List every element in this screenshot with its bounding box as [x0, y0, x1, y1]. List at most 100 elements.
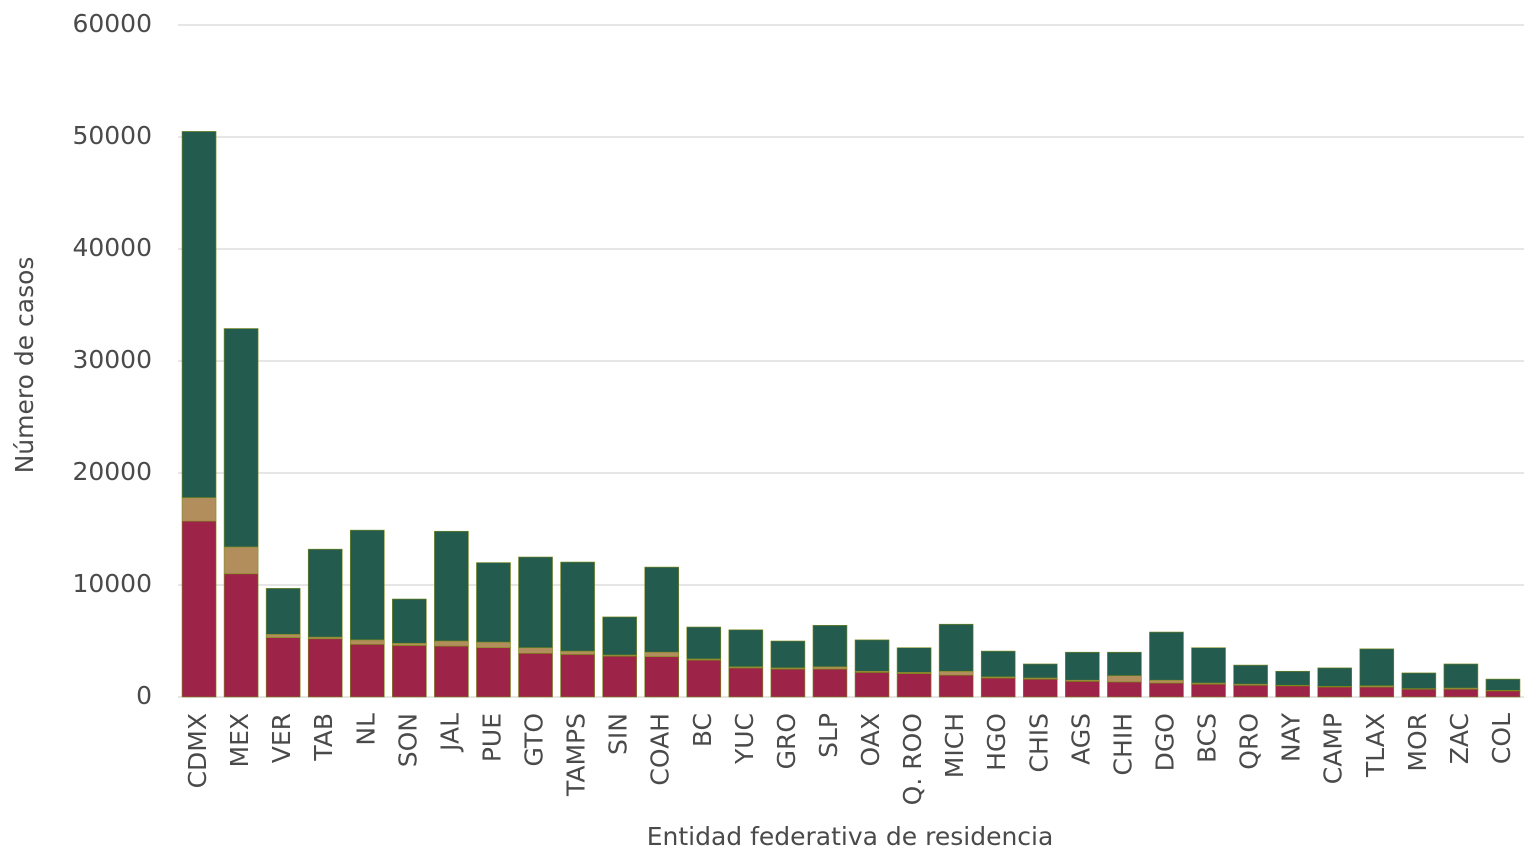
bar-segment: [1318, 668, 1352, 686]
bar-segment: [1065, 681, 1099, 697]
bar-segment: [182, 498, 216, 522]
bar-segment: [645, 652, 679, 656]
bar-segment: [434, 641, 468, 646]
bar-segment: [939, 671, 973, 675]
x-tick-label: BC: [688, 713, 717, 747]
bar-segment: [1107, 682, 1141, 697]
bar-segment: [645, 657, 679, 697]
bar-segment: [1234, 685, 1268, 697]
bar-segment: [1023, 664, 1057, 678]
x-tick-label: JAL: [435, 713, 464, 753]
bar-segment: [855, 640, 889, 671]
y-tick-label: 50000: [72, 121, 152, 150]
bar-segment: [939, 624, 973, 671]
x-tick-label: YUC: [730, 713, 759, 765]
bar-segment: [434, 646, 468, 697]
x-tick-label: QRO: [1235, 713, 1264, 770]
bar-segment: [603, 617, 637, 655]
bar-segment: [1402, 673, 1436, 689]
bar-segment: [224, 574, 258, 697]
bar-segment: [308, 549, 342, 637]
x-tick-label: AGS: [1066, 713, 1095, 765]
y-tick-label: 40000: [72, 233, 152, 262]
x-tick-label: MEX: [225, 713, 254, 768]
x-tick-label: CHIH: [1108, 713, 1137, 775]
bar-segment: [687, 627, 721, 659]
bar-segment: [561, 654, 595, 697]
bar-segment: [1107, 652, 1141, 676]
bar-segment: [1023, 679, 1057, 697]
x-tick-label: VER: [267, 713, 296, 763]
x-tick-label: OAX: [856, 713, 885, 766]
bar-segment: [981, 678, 1015, 697]
x-tick-label: CAMP: [1319, 713, 1348, 784]
bar-segment: [224, 329, 258, 547]
bar-segment: [771, 641, 805, 668]
bar-segment: [687, 660, 721, 697]
bar-segment: [813, 669, 847, 697]
bar-segment: [392, 645, 426, 697]
bar-segment: [897, 673, 931, 697]
x-tick-label: MOR: [1403, 713, 1432, 772]
bar-segment: [1444, 689, 1478, 697]
y-tick-label: 60000: [72, 9, 152, 38]
x-tick-label: MICH: [940, 713, 969, 778]
y-tick-label: 30000: [72, 345, 152, 374]
bar-segment: [729, 630, 763, 667]
bar-segment: [1149, 683, 1183, 697]
bar-segment: [434, 531, 468, 641]
bar-segment: [266, 588, 300, 634]
x-tick-label: NL: [351, 713, 380, 746]
bar-segment: [981, 651, 1015, 677]
x-tick-label: COAH: [646, 713, 675, 786]
bar-segment: [1149, 680, 1183, 683]
x-tick-label: BCS: [1193, 713, 1222, 763]
y-tick-label: 20000: [72, 457, 152, 486]
bar-segment: [771, 669, 805, 697]
x-tick-label: DGO: [1150, 713, 1179, 771]
bar-segment: [476, 648, 510, 697]
bar-segment: [519, 653, 553, 697]
bar-segment: [266, 634, 300, 637]
bar-segment: [392, 643, 426, 645]
bar-segment: [1486, 691, 1520, 697]
bar-segment: [645, 567, 679, 652]
x-tick-label: NAY: [1277, 712, 1306, 762]
bar-segment: [224, 547, 258, 574]
bar-segment: [1234, 665, 1268, 684]
bar-segment: [1276, 686, 1310, 697]
x-tick-label: SON: [393, 713, 422, 767]
x-tick-label: SLP: [814, 713, 843, 758]
bar-segment: [1149, 632, 1183, 680]
page: {"chart_data": {"type": "stacked-bar", "…: [0, 0, 1524, 851]
x-tick-label: TLAX: [1361, 713, 1390, 778]
x-tick-label: TAMPS: [562, 713, 591, 797]
bar-segment: [729, 668, 763, 697]
bar-segment: [561, 651, 595, 654]
bar-segment: [182, 131, 216, 497]
bar-segment: [897, 648, 931, 673]
x-tick-label: TAB: [309, 713, 338, 762]
x-tick-label: CDMX: [183, 713, 212, 788]
bar-segment: [603, 656, 637, 697]
bar-segment: [308, 639, 342, 697]
x-tick-label: COL: [1487, 713, 1516, 764]
bar-segment: [476, 642, 510, 648]
bar-segment: [561, 562, 595, 651]
bar-segment: [1318, 687, 1352, 697]
x-tick-label: Q. ROO: [898, 713, 927, 805]
bar-segment: [1444, 664, 1478, 688]
bar-segment: [392, 599, 426, 643]
bar-segment: [1486, 679, 1520, 690]
bar-segment: [1192, 684, 1226, 697]
bar-segment: [1065, 652, 1099, 680]
bar-segment: [350, 640, 384, 644]
x-tick-label: GRO: [772, 713, 801, 769]
y-tick-label: 0: [136, 681, 152, 710]
bar-segment: [1192, 648, 1226, 683]
bar-segment: [266, 638, 300, 697]
bar-segment: [1360, 687, 1394, 697]
bar-segment: [1107, 676, 1141, 682]
bar-segment: [182, 521, 216, 697]
x-axis-title: Entidad federativa de residencia: [647, 822, 1054, 851]
